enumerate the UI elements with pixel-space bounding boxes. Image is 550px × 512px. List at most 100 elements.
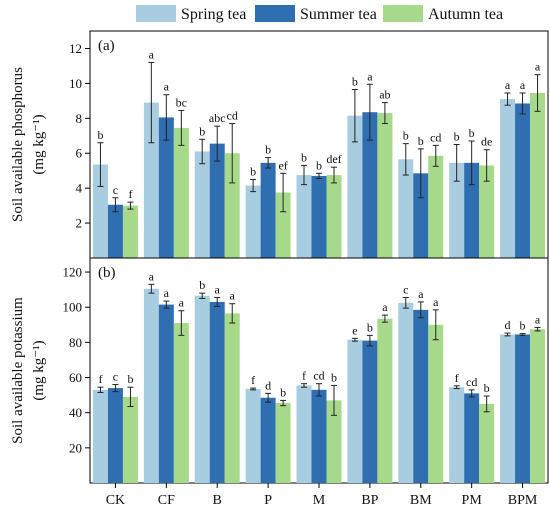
panel-label-b: (b) [98,265,116,281]
y-tick-label-a: 2 [76,216,83,231]
y-axis-label-b: Soil available potassium (mg kg⁻¹) [10,297,47,444]
bar-a-autumn-M [326,175,342,258]
sig-letter-b-spring-PM: f [455,371,459,385]
sig-letter-a-spring-PM: b [454,130,460,144]
bar-a-spring-BP [347,115,363,258]
bar-a-summer-CK [107,204,123,258]
sig-letter-b-autumn-P: b [280,385,286,399]
bar-a-autumn-BP [377,113,393,258]
bar-a-spring-CK [92,164,108,258]
sig-letter-a-summer-BPM: a [520,78,526,92]
bar-b-autumn-BP [377,318,393,483]
bar-b-summer-CF [158,304,174,483]
y-tick-label-b: 120 [63,265,83,280]
bar-b-summer-BP [362,340,378,483]
bar-a-autumn-BPM [530,92,546,258]
sig-letter-b-autumn-B: a [230,289,236,303]
x-category-label-P: P [264,493,272,508]
sig-letter-a-autumn-CF: bc [176,95,187,109]
sig-letter-a-autumn-BP: ab [379,88,390,102]
bar-b-spring-BPM [500,334,516,483]
y-tick-label-a: 10 [69,76,82,91]
bar-a-autumn-CF [173,127,189,259]
bar-b-summer-B [209,301,225,483]
sig-letter-b-autumn-BM: a [433,295,439,309]
bar-b-spring-P [245,388,261,483]
panel-label-a: (a) [98,38,115,54]
bar-b-spring-PM [449,387,465,483]
bar-b-summer-CK [107,388,123,483]
y-tick-label-b: 20 [69,440,82,455]
bar-a-spring-CF [143,102,159,258]
sig-letter-a-spring-M: b [301,150,307,164]
sig-letter-a-summer-CF: a [164,80,170,94]
bar-b-summer-BPM [515,334,531,483]
bar-a-summer-PM [464,162,480,258]
sig-letter-b-summer-M: cd [313,369,324,383]
bar-b-summer-BM [413,309,429,483]
sig-letter-b-summer-P: d [265,378,271,392]
bar-a-autumn-PM [479,165,495,258]
sig-letter-b-autumn-BPM: a [535,312,541,326]
x-category-label-PM: PM [462,493,483,508]
bar-b-autumn-CK [122,396,138,483]
legend-swatch-spring [136,5,176,22]
bar-a-spring-BPM [500,99,516,258]
bar-a-spring-PM [449,162,465,258]
x-category-label-B: B [213,493,222,508]
sig-letter-b-spring-CF: a [149,269,155,283]
sig-letter-b-autumn-CK: b [127,372,133,386]
bar-b-spring-CK [92,389,108,483]
sig-letter-b-summer-B: a [215,283,221,297]
sig-letter-a-autumn-B: cd [227,109,238,123]
x-category-label-M: M [313,493,326,508]
bar-b-autumn-CF [173,323,189,483]
sig-letter-b-summer-BP: b [367,320,373,334]
sig-letter-a-summer-PM: b [469,126,475,140]
sig-letter-a-spring-B: b [199,124,205,138]
bar-a-summer-BP [362,112,378,258]
y-tick-label-a: 6 [76,146,83,161]
bar-b-autumn-BPM [530,329,546,483]
sig-letter-a-autumn-BM: cd [430,130,441,144]
bar-a-summer-BPM [515,103,531,258]
y-tick-label-a: 12 [69,41,82,56]
legend-swatch-summer [255,5,295,22]
bar-b-spring-BP [347,339,363,483]
y-tick-label-b: 60 [69,370,82,385]
sig-letter-b-summer-BM: a [418,287,424,301]
bar-b-autumn-P [275,403,291,483]
bar-a-summer-B [209,143,225,258]
bar-a-summer-P [260,162,276,258]
y-tick-label-a: 8 [76,111,83,126]
sig-letter-a-autumn-CK: f [128,187,132,201]
sig-letter-a-spring-BP: b [352,74,358,88]
bar-b-summer-M [311,389,327,483]
x-axis-categories: CK CF B P M BP BM PM BPM [106,483,538,508]
y-tick-label-b: 80 [69,335,82,350]
bar-b-autumn-BM [428,324,444,483]
sig-letter-a-summer-M: b [316,158,322,172]
bar-b-spring-BM [398,302,414,483]
legend-label-summer: Summer tea [300,6,377,23]
sig-letter-b-summer-BPM: b [520,319,526,333]
bar-a-spring-B [194,151,210,258]
bar-a-autumn-BM [428,155,444,258]
sig-letter-b-autumn-PM: b [484,381,490,395]
panel-phosphorus: 2 4 6 8 10 12 (a) Soil available phosphorus (mg … [10,30,549,259]
sig-letter-a-spring-BM: b [403,129,409,143]
sig-letter-b-spring-BP: e [352,323,357,337]
y-tick-label-a: 4 [76,181,83,196]
sig-letter-a-spring-BPM: a [505,78,511,92]
bar-b-autumn-M [326,400,342,483]
sig-letter-a-spring-CF: a [149,47,155,61]
sig-letter-b-spring-BPM: d [505,318,511,332]
sig-letter-b-autumn-M: b [331,370,337,384]
sig-letter-b-spring-M: f [302,369,306,383]
bar-a-summer-BM [413,173,429,258]
y-tick-label-b: 100 [63,300,83,315]
bar-a-autumn-B [224,153,240,258]
legend-label-autumn: Autumn tea [428,6,503,23]
bar-b-spring-M [296,385,312,483]
